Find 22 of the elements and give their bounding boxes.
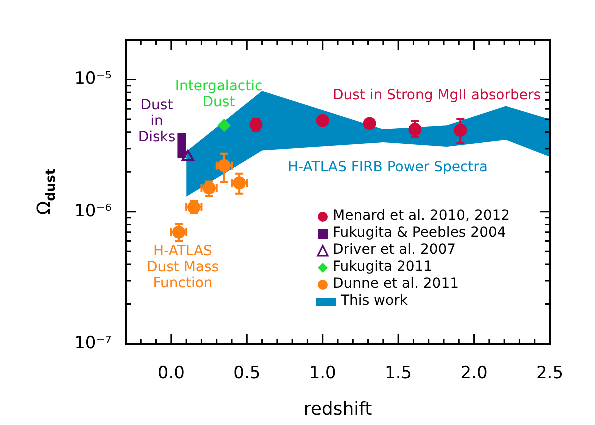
x-axis-title: redshift [304,398,372,420]
legend-label: Driver et al. 2007 [333,242,456,259]
x-tick-label: 0.0 [158,364,185,384]
y-tick-label: 10⁻⁷ [74,333,112,354]
x-tick-label: 2.5 [536,364,564,384]
annotation: Dust in Disks [138,98,176,146]
legend-label: Menard et al. 2010, 2012 [333,208,510,225]
legend-label: Dunne et al. 2011 [333,276,460,293]
legend-label: Fukugita & Peebles 2004 [333,225,506,242]
legend-label: Fukugita 2011 [333,259,433,276]
x-tick-label: 0.5 [234,364,261,384]
y-axis-title: Ωdust [34,168,59,216]
x-tick-label: 2.0 [460,364,488,384]
x-tick-label: 1.5 [385,364,412,384]
x-tick-label: 1.0 [309,364,336,384]
annotation: H-ATLAS FIRB Power Spectra [288,160,488,176]
annotation: H-ATLAS Dust Mass Function [146,244,220,292]
annotation: Dust in Strong MgII absorbers [332,88,542,104]
y-tick-label: 10⁻⁶ [74,201,112,222]
annotation: Intergalactic Dust [175,78,263,111]
y-tick-label: 10⁻⁵ [74,69,112,90]
legend-label: This work [341,293,408,310]
